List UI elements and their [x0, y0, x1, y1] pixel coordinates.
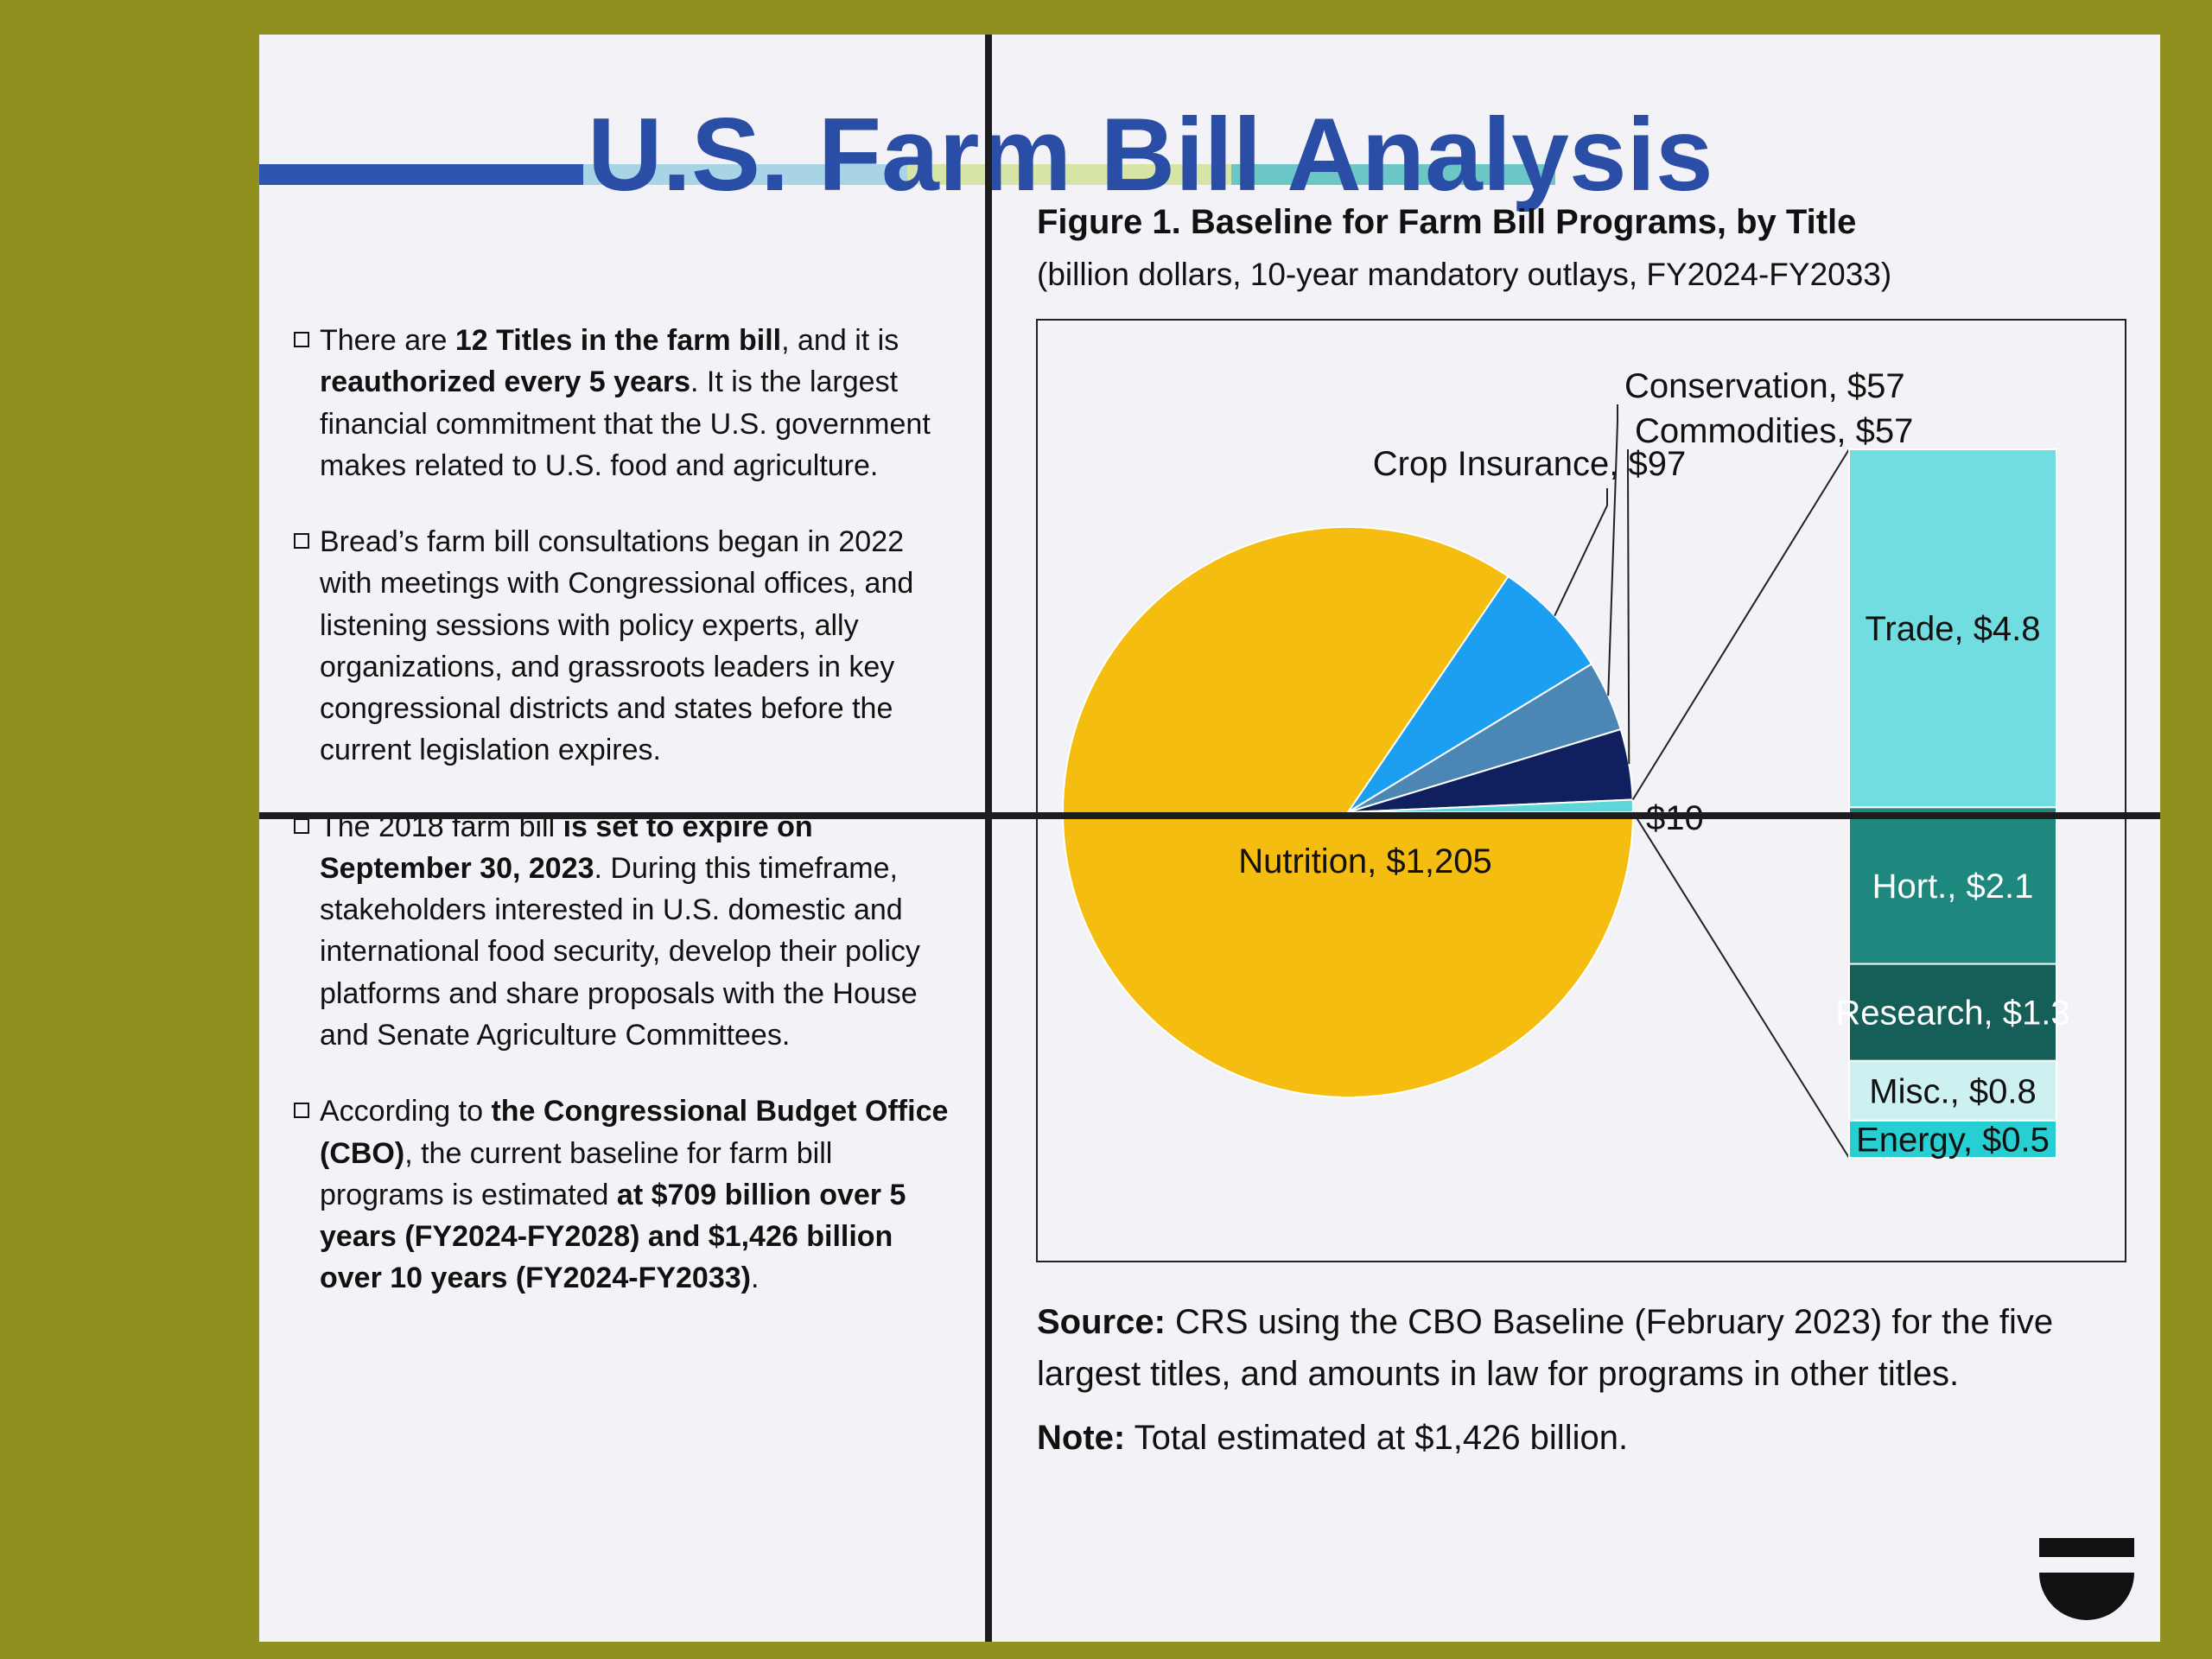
zoom-line — [1632, 811, 1850, 1159]
title-stripe — [259, 164, 1555, 185]
text-run: Total estimated at $1,426 billion. — [1125, 1419, 1629, 1457]
chart-subtitle: (billion dollars, 10-year mandatory outl… — [1037, 257, 1891, 292]
source-note: Source: CRS using the CBO Baseline (Febr… — [1037, 1296, 2126, 1400]
bullet: Bread’s farm bill consultations began in… — [294, 521, 950, 772]
zoom-line — [1631, 448, 1850, 800]
text-run: Bread’s farm bill consultations began in… — [320, 525, 914, 767]
text-run: There are — [320, 324, 455, 357]
bar-label: Energy, $0.5 — [1856, 1121, 2050, 1159]
bullet: The 2018 farm bill is set to expire on S… — [294, 806, 950, 1057]
text-run: , the current baseline for farm bill pro… — [320, 1136, 833, 1211]
chart-frame — [1036, 319, 2126, 1262]
text-run: the Congressional Budget Office (CBO) — [320, 1095, 949, 1170]
text-run: 12 Titles in the farm bill — [454, 324, 782, 357]
text-run: . — [750, 1262, 760, 1295]
text-run: Source: — [1037, 1303, 1166, 1341]
bar-label: Misc., $0.8 — [1869, 1072, 2036, 1110]
bullet: There are 12 Titles in the farm bill, an… — [294, 320, 950, 486]
leader-line — [1627, 449, 1630, 765]
text-run: . During this timeframe, stakeholders in… — [320, 851, 920, 1052]
slide-title: U.S. Farm Bill Analysis — [588, 97, 1713, 213]
text-run: Note: — [1037, 1419, 1126, 1457]
text-run: at $709 billion over 5 years (FY2024-FY2… — [320, 1178, 906, 1295]
text-run: According to — [320, 1095, 492, 1128]
chart-title: Figure 1. Baseline for Farm Bill Program… — [1037, 203, 1856, 241]
pie-slice — [1062, 526, 1635, 1098]
chart: Figure 1. Baseline for Farm Bill Program… — [1036, 203, 2126, 1262]
pie-label: Nutrition, $1,205 — [1238, 842, 1492, 880]
bar-segment — [1848, 963, 2057, 1062]
pie-label: Crop Insurance, $97 — [1373, 445, 1686, 483]
screen: U.S. Farm Bill Analysis There are 12 Tit… — [259, 35, 2160, 1642]
text-run: CRS using the CBO Baseline (February 202… — [1037, 1303, 2054, 1393]
leader-line — [1607, 404, 1618, 696]
pie-slice — [1347, 798, 1635, 813]
pie-label: Commodities, $57 — [1635, 412, 1913, 450]
bar-label: Trade, $4.8 — [1865, 610, 2040, 648]
text-run: reauthorized every 5 years — [320, 365, 691, 399]
total-note: Note: Total estimated at $1,426 billion. — [1037, 1412, 2126, 1464]
bar-label: Research, $1.3 — [1835, 995, 2069, 1033]
leader-line — [1554, 488, 1608, 617]
bezel — [259, 812, 2160, 819]
bar-segment — [1848, 448, 2057, 809]
chart-footnotes: Source: CRS using the CBO Baseline (Febr… — [1037, 1296, 2126, 1476]
logo — [2039, 1538, 2134, 1620]
bullet-list: There are 12 Titles in the farm bill, an… — [294, 320, 950, 1334]
text-run: , and it is — [781, 324, 899, 357]
bar-segment — [1848, 1119, 2057, 1160]
pie-label: Conservation, $57 — [1624, 367, 1905, 405]
bezel — [985, 35, 992, 1642]
text-run: . It is the largest financial commitment… — [320, 365, 931, 482]
bar-segment — [1848, 806, 2057, 965]
bullet: According to the Congressional Budget Of… — [294, 1090, 950, 1299]
bar-label: Hort., $2.1 — [1872, 868, 2034, 906]
